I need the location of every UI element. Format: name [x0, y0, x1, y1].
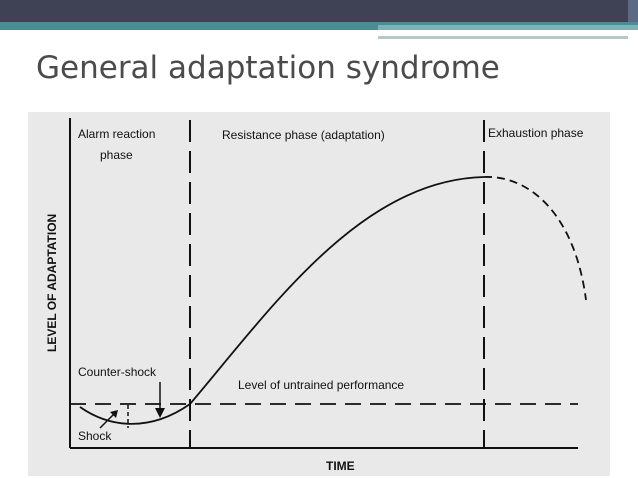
- counter-shock-label: Counter-shock: [78, 365, 157, 379]
- teal-accent-bar: [0, 22, 638, 30]
- grey-accent-line: [378, 36, 628, 39]
- slide-title: General adaptation syndrome: [36, 50, 500, 86]
- untrained-performance-label: Level of untrained performance: [238, 378, 404, 392]
- top-header-bar: [0, 0, 638, 22]
- alarm-phase-label-line2: phase: [100, 148, 133, 162]
- counter-shock-arrow-head: [155, 408, 165, 418]
- shock-label: Shock: [78, 429, 112, 443]
- shock-arrow-head: [110, 410, 118, 418]
- y-axis-label: LEVEL OF ADAPTATION: [45, 214, 59, 352]
- exhaustion-phase-label: Exhaustion phase: [488, 126, 584, 140]
- shock-arrow-shaft: [99, 413, 115, 429]
- header-accent: [628, 0, 638, 22]
- resistance-phase-label: Resistance phase (adaptation): [222, 128, 385, 142]
- exhaustion-decline-curve: [483, 176, 587, 301]
- x-axis-label: TIME: [326, 459, 355, 473]
- adaptation-curve: [79, 176, 485, 425]
- teal-accent-tail: [378, 25, 638, 30]
- scanned-diagram-background: [28, 112, 610, 476]
- alarm-phase-label-line1: Alarm reaction: [78, 127, 155, 141]
